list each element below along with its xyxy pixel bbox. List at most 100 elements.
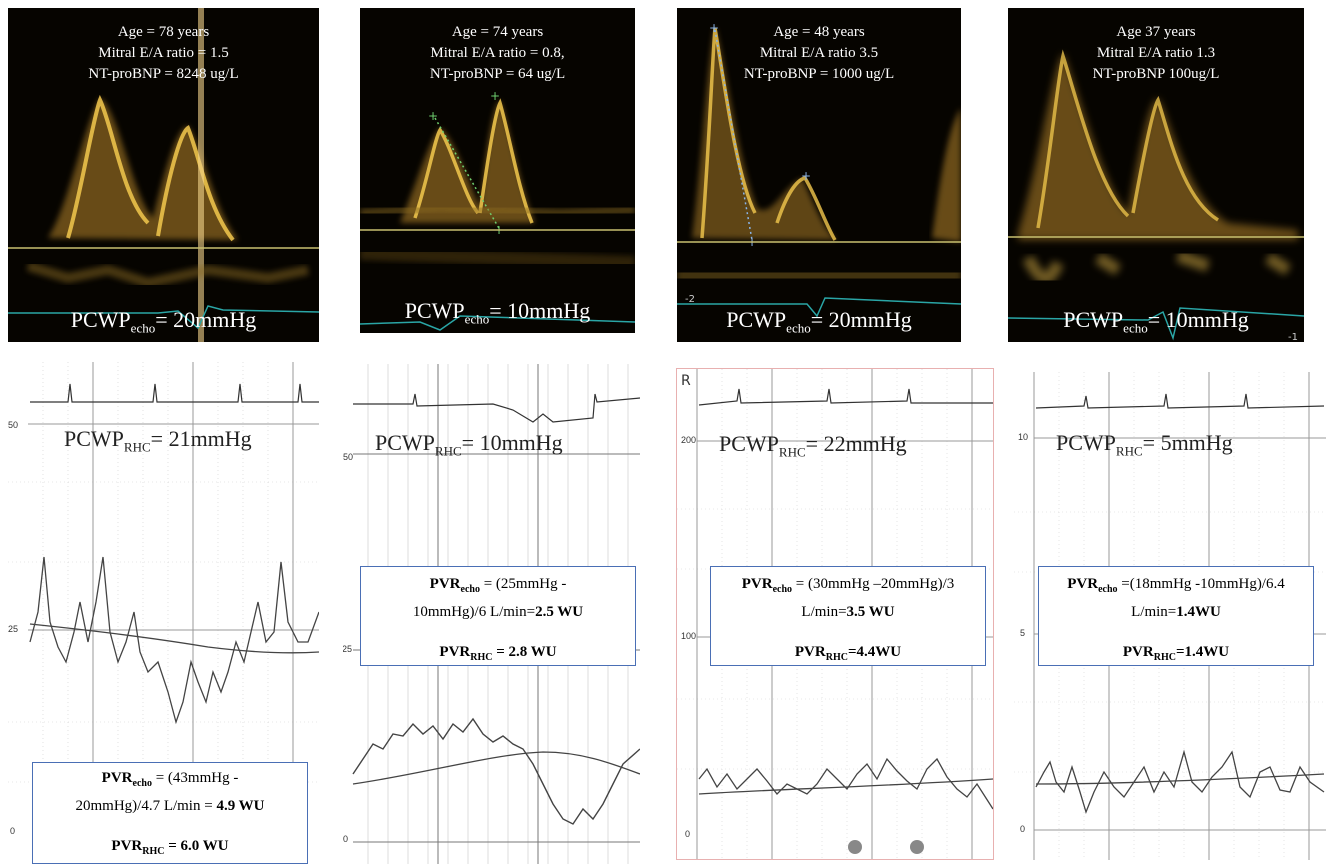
pvr-rhc-line: PVRRHC = 6.0 WU [33, 835, 307, 863]
scale-label: 10 [1018, 432, 1029, 442]
pcwp-sub: echo [1123, 320, 1148, 335]
age-text: Age = 74 years [451, 24, 544, 40]
echo-info-2: Age = 74 years Mitral E/A ratio = 0.8, N… [360, 22, 635, 85]
pvr-sub: RHC [470, 652, 493, 663]
bnp-text: NT-proBNP 100ug/L [1092, 66, 1220, 82]
pvr-label: PVR [439, 644, 471, 660]
pvr-sub: RHC [142, 846, 165, 857]
pvr-sub: echo [132, 778, 152, 789]
echo-panel-3: + + + -2 Age = 48 years Mitral E/A ratio… [677, 8, 961, 342]
pcwp-value: = 10mmHg [461, 430, 563, 455]
pvr-rhc-result: =1.4WU [1175, 644, 1230, 660]
echo-info-3: Age = 48 years Mitral E/A ratio 3.5 NT-p… [677, 22, 961, 85]
pvr-formula: L/min= [801, 604, 847, 620]
pvr-box-3: PVRecho = (30mmHg –20mmHg)/3 L/min=3.5 W… [710, 566, 986, 666]
ea-ratio-text: Mitral E/A ratio 3.5 [759, 45, 879, 61]
pcwp-value: = 5mmHg [1142, 430, 1233, 455]
pvr-label: PVR [1122, 644, 1154, 660]
svg-text:-1: -1 [1288, 332, 1298, 342]
scale-label: 50 [8, 420, 19, 430]
pcwp-sub: RHC [123, 439, 151, 455]
pcwp-value: = 10mmHg [1147, 306, 1249, 332]
pvr-echo-line-2: L/min=3.5 WU [711, 601, 985, 623]
pcwp-sub: echo [464, 311, 490, 326]
pcwp-echo-label-2: PCWPecho= 10mmHg [360, 298, 635, 327]
echo-panel-4: -1 Age 37 years Mitral E/A ratio 1.3 NT-… [1008, 8, 1304, 342]
scale-label: 0 [685, 829, 691, 839]
pcwp-prefix: PCWP [375, 430, 435, 455]
bnp-text: NT-proBNP = 1000 ug/L [743, 66, 895, 82]
pvr-sub: echo [460, 584, 480, 595]
pcwp-rhc-label-4: PCWPRHC= 5mmHg [1056, 430, 1233, 459]
svg-text:+: + [428, 109, 438, 123]
ea-ratio-text: Mitral E/A ratio = 1.5 [98, 45, 229, 61]
pcwp-prefix: PCWP [726, 306, 787, 332]
bnp-text: NT-proBNP = 8248 ug/L [88, 66, 239, 82]
pcwp-rhc-label-1: PCWPRHC= 21mmHg [64, 426, 252, 455]
pvr-label: PVR [429, 576, 461, 592]
pvr-label: PVR [794, 644, 826, 660]
pcwp-value: = 20mmHg [810, 306, 912, 332]
pvr-rhc-result: =4.4WU [847, 644, 902, 660]
pvr-sub: RHC [1153, 652, 1176, 663]
pvr-echo-line-2: 20mmHg)/4.7 L/min = 4.9 WU [33, 795, 307, 817]
pcwp-value: = 10mmHg [489, 297, 591, 323]
pvr-rhc-line: PVRRHC = 2.8 WU [361, 641, 635, 669]
pvr-rhc-line: PVRRHC=1.4WU [1039, 641, 1313, 669]
pvr-rhc-line: PVRRHC=4.4WU [711, 641, 985, 669]
pvr-echo-line: PVRecho = (30mmHg –20mmHg)/3 [711, 573, 985, 601]
svg-text:+: + [801, 169, 811, 183]
pcwp-sub: RHC [434, 443, 462, 459]
echo-panel-2: + + + Age = 74 years Mitral E/A ratio = … [360, 8, 635, 333]
pcwp-sub: RHC [1115, 443, 1143, 459]
pcwp-sub: echo [786, 320, 811, 335]
pvr-echo-line: PVRecho = (43mmHg - [33, 767, 307, 795]
pvr-label: PVR [741, 576, 773, 592]
scale-label: 100 [681, 631, 697, 641]
doppler-waveform-2: + + + [360, 89, 635, 331]
pvr-label: PVR [1067, 576, 1099, 592]
doppler-waveform-3: + + + -2 [677, 21, 961, 318]
age-text: Age 37 years [1116, 24, 1196, 40]
pvr-echo-result: 2.5 WU [535, 604, 584, 620]
age-text: Age = 48 years [773, 24, 865, 40]
pcwp-echo-label-3: PCWPecho= 20mmHg [677, 307, 961, 336]
pvr-sub: echo [1098, 584, 1118, 595]
pvr-rhc-result: = 6.0 WU [164, 838, 229, 854]
pvr-formula: = (30mmHg –20mmHg)/3 [792, 576, 955, 592]
pvr-sub: echo [772, 584, 793, 595]
pvr-formula: = (25mmHg - [479, 576, 567, 592]
pvr-formula: = (43mmHg - [151, 770, 239, 786]
pvr-echo-result: 1.4WU [1176, 604, 1221, 620]
echo-info-1: Age = 78 years Mitral E/A ratio = 1.5 NT… [8, 22, 319, 85]
ea-ratio-text: Mitral E/A ratio = 0.8, [430, 45, 565, 61]
pvr-box-2: PVRecho = (25mmHg - 10mmHg)/6 L/min=2.5 … [360, 566, 636, 666]
pressure-trace-1 [8, 362, 319, 860]
pvr-echo-result: 4.9 WU [216, 798, 265, 814]
echo-info-4: Age 37 years Mitral E/A ratio 1.3 NT-pro… [1008, 22, 1304, 85]
scale-label: 200 [681, 435, 697, 445]
bnp-text: NT-proBNP = 64 ug/L [429, 66, 566, 82]
pvr-echo-line-2: 10mmHg)/6 L/min=2.5 WU [361, 601, 635, 623]
pcwp-sub: RHC [778, 444, 806, 460]
scale-label: 25 [8, 624, 19, 634]
pcwp-prefix: PCWP [719, 431, 779, 456]
doppler-waveform-4: -1 [1008, 49, 1304, 342]
scale-label: 0 [10, 826, 16, 836]
pvr-box-4: PVRecho =(18mmHg -10mmHg)/6.4 L/min=1.4W… [1038, 566, 1314, 666]
pvr-formula: =(18mmHg -10mmHg)/6.4 [1117, 576, 1285, 592]
pvr-echo-line-2: L/min=1.4WU [1039, 601, 1313, 623]
pcwp-prefix: PCWP [70, 306, 131, 332]
svg-text:+: + [709, 21, 719, 35]
pvr-rhc-result: = 2.8 WU [492, 644, 557, 660]
pvr-echo-line: PVRecho = (25mmHg - [361, 573, 635, 601]
pvr-formula: 10mmHg)/6 L/min= [412, 604, 536, 620]
scale-label: 0 [343, 834, 349, 844]
pcwp-echo-label-1: PCWPecho= 20mmHg [8, 307, 319, 336]
svg-text:R: R [681, 373, 691, 389]
pcwp-prefix: PCWP [404, 297, 465, 323]
pcwp-value: = 22mmHg [805, 431, 907, 456]
pvr-sub: RHC [825, 652, 848, 663]
scale-label: 5 [1020, 628, 1026, 638]
scale-label: 50 [343, 452, 354, 462]
